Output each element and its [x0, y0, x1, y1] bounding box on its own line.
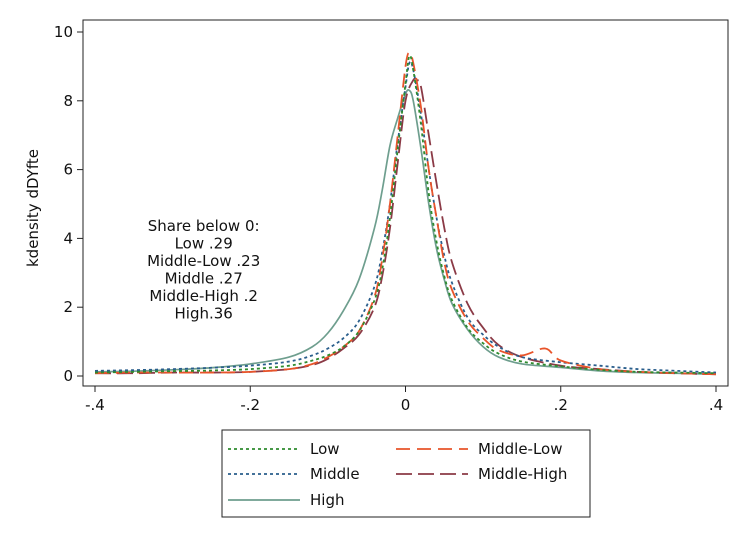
density-lines	[94, 51, 717, 376]
series-line-high	[94, 89, 717, 376]
y-tick-label: 4	[63, 229, 73, 247]
y-axis-ticks: 0 2 4 6 8 10	[54, 23, 83, 385]
plot-frame	[82, 19, 729, 387]
legend-label-high: High	[310, 491, 344, 509]
annotation-line: Middle .27	[165, 270, 243, 288]
x-tick-label: .4	[709, 396, 723, 414]
y-tick-label: 0	[63, 367, 73, 385]
series-line-middle-high	[94, 77, 717, 376]
x-tick-label: -.4	[85, 396, 105, 414]
series-line-middle	[94, 60, 717, 374]
annotation-line: Middle-High .2	[149, 287, 258, 305]
x-tick-label: -.2	[240, 396, 260, 414]
legend-label-middle: Middle	[310, 465, 360, 483]
y-tick-label: 10	[54, 23, 73, 41]
legend-label-middle-high: Middle-High	[478, 465, 567, 483]
y-tick-label: 6	[63, 161, 73, 179]
annotation-line: Middle-Low .23	[147, 252, 260, 270]
series-line-low	[94, 54, 717, 375]
x-tick-label: 0	[401, 396, 411, 414]
y-tick-label: 2	[63, 298, 73, 316]
annotation-line: Share below 0:	[148, 217, 260, 235]
y-tick-label: 8	[63, 92, 73, 110]
annotation-line: Low .29	[175, 235, 233, 253]
x-tick-label: .2	[554, 396, 568, 414]
legend-label-middle-low: Middle-Low	[478, 440, 563, 458]
x-axis-ticks: -.4 -.2 0 .2 .4	[85, 386, 723, 414]
y-axis-label: kdensity dDYfte	[24, 149, 42, 267]
legend-label-low: Low	[310, 440, 340, 458]
series-line-middle-low	[94, 51, 717, 376]
legend: Low Middle-Low Middle Middle-High High	[221, 429, 591, 518]
annotation-line: High.36	[175, 305, 233, 323]
